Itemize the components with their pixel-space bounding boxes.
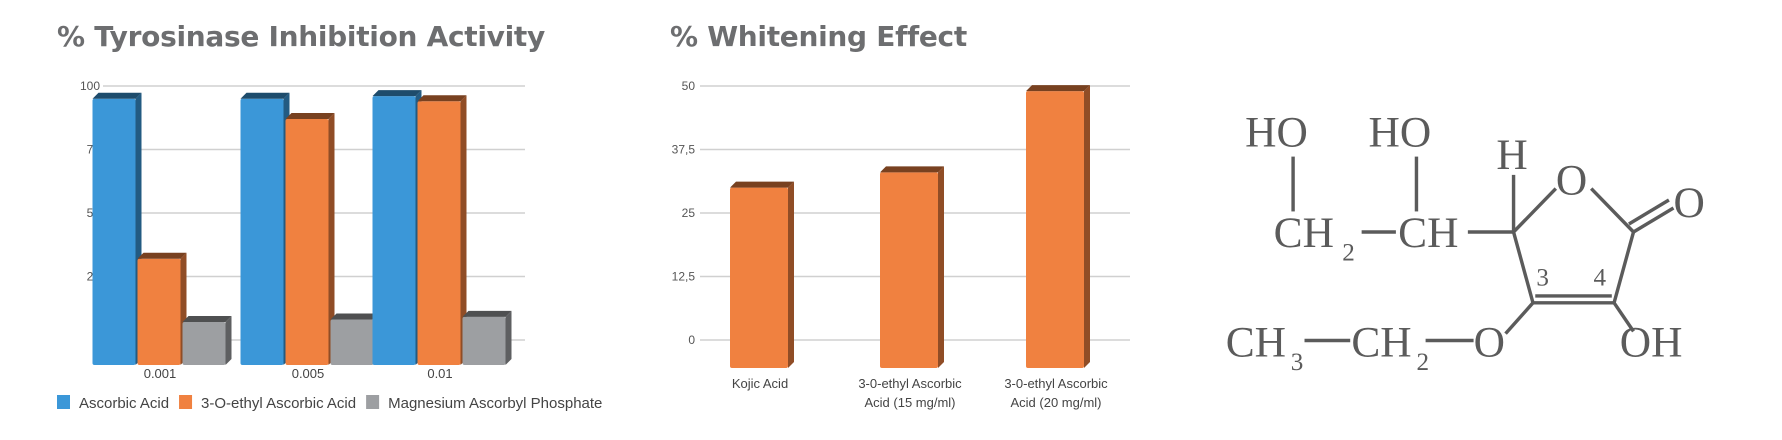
bar-1-2-0 [1026, 85, 1090, 368]
bar-front [240, 98, 284, 365]
label-ho-2: HO [1368, 108, 1431, 156]
bar-top [92, 92, 142, 99]
label-carbon-4: 4 [1594, 265, 1607, 292]
bar-top [137, 252, 187, 259]
label-ring-oxygen: O [1556, 156, 1587, 204]
label-ho-1: HO [1245, 108, 1308, 156]
bar-front [880, 172, 938, 368]
x-category-label: 3-0-ethyl Ascorbic [858, 376, 962, 391]
bar-top [330, 313, 380, 320]
legend-label: Ascorbic Acid [79, 395, 169, 412]
label-ch2-top-sub: 2 [1342, 240, 1355, 267]
bar-0-2-1 [417, 95, 467, 366]
x-category-label: Kojic Acid [732, 376, 788, 391]
legend-label: 3-O-ethyl Ascorbic Acid [201, 395, 356, 412]
chart-title-whitening: % Whitening Effect [670, 20, 967, 53]
bar-top [1026, 85, 1090, 92]
legend-swatch [366, 395, 380, 409]
bar-0-0-2 [182, 316, 232, 365]
bar-1-1-0 [880, 166, 944, 368]
bar-side [788, 181, 794, 368]
label-ch2-top: CH [1274, 209, 1334, 257]
y-tick-label: 50 [682, 79, 696, 93]
label-oh: OH [1620, 319, 1683, 367]
bar-side [505, 310, 512, 365]
bar-front [92, 98, 136, 365]
bar-front [285, 119, 329, 366]
bar-front [182, 322, 226, 365]
bar-front [462, 316, 506, 365]
label-ch-top: CH [1398, 209, 1458, 257]
x-category-label: Acid (15 mg/ml) [864, 395, 955, 410]
bar-front [137, 258, 181, 365]
structure-bonds [1291, 156, 1675, 343]
bar-side [1084, 85, 1090, 368]
bar-front [330, 319, 374, 365]
bar-top [285, 113, 335, 120]
label-ether-oxygen: O [1474, 319, 1505, 367]
bar-0-2-2 [462, 310, 512, 365]
bar-top [462, 310, 512, 317]
bar-1-0-0 [730, 181, 794, 368]
bar-top [730, 181, 794, 188]
bar-side [225, 316, 232, 365]
bar-side [938, 166, 944, 368]
label-ch2-bottom: CH [1351, 319, 1411, 367]
label-ch3-sub: 3 [1291, 349, 1304, 376]
bar-side [328, 113, 335, 366]
x-category-label: Acid (20 mg/ml) [1010, 395, 1101, 410]
bar-front [372, 96, 416, 365]
label-carbon-3: 3 [1536, 265, 1549, 292]
chart-title-tyrosinase: % Tyrosinase Inhibition Activity [57, 20, 545, 53]
label-ch2-bottom-sub: 2 [1416, 349, 1429, 376]
bar-front [730, 187, 788, 368]
y-tick-label: 0 [688, 333, 695, 347]
bar-front [417, 101, 461, 366]
x-category-label: 0.01 [427, 366, 452, 381]
x-category-label: 0.005 [292, 366, 325, 381]
legend-swatch [57, 395, 70, 409]
x-category-label: 0.001 [144, 366, 177, 381]
bar-top [240, 92, 290, 99]
bar-top [880, 166, 944, 173]
label-keto-oxygen: O [1673, 179, 1704, 227]
x-category-label: 3-0-ethyl Ascorbic [1004, 376, 1108, 391]
label-h: H [1496, 131, 1527, 179]
legend-label: Magnesium Ascorbyl Phosphate [388, 395, 602, 412]
bar-top [417, 95, 467, 102]
y-tick-label: 12,5 [672, 270, 696, 284]
y-tick-label: 100 [80, 79, 100, 93]
bar-0-1-1 [285, 113, 335, 366]
y-tick-label: 25 [682, 206, 696, 220]
label-ch3: CH [1226, 319, 1286, 367]
legend-swatch [179, 395, 193, 409]
bar-front [1026, 91, 1084, 368]
y-tick-label: 37,5 [672, 143, 696, 157]
bar-top [372, 90, 422, 97]
bar-side [460, 95, 467, 366]
bar-top [182, 316, 232, 322]
